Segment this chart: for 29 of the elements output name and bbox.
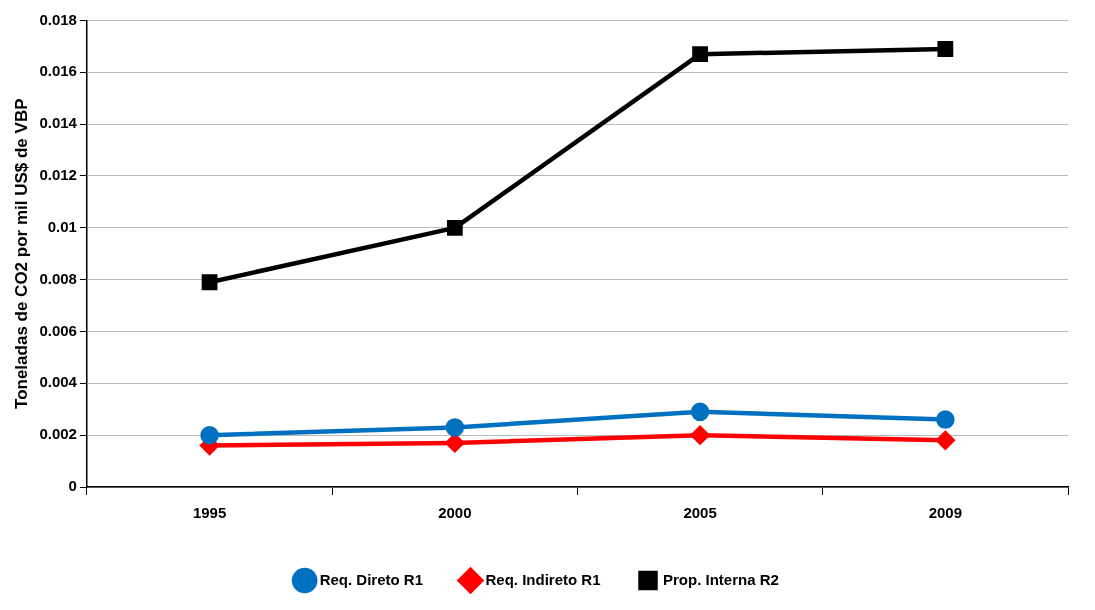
y-tick-label: 0.016	[39, 62, 77, 80]
y-tick-label: 0.008	[39, 269, 77, 287]
y-axis-title: Toneladas de CO2 por mil US$ de VBP	[11, 98, 31, 409]
y-tick-label: 0.004	[39, 373, 78, 391]
y-tick-label: 0.01	[47, 217, 77, 235]
y-tick-label: 0.002	[39, 425, 77, 443]
point	[201, 274, 218, 291]
point	[200, 425, 219, 445]
x-tick-label: 2000	[438, 504, 472, 522]
point	[446, 219, 463, 236]
legend-label: Req. Direto R1	[319, 570, 423, 588]
point	[690, 402, 710, 422]
y-tick-label: 0.018	[39, 10, 77, 28]
point	[936, 410, 955, 429]
point	[692, 46, 709, 63]
y-tick-label: 0.014	[39, 114, 78, 132]
point	[936, 431, 955, 450]
point	[445, 433, 465, 453]
x-tick-label: 2005	[683, 504, 717, 522]
legend-label: Prop. Interna R2	[663, 570, 779, 588]
y-tick-label: 0.012	[39, 166, 77, 184]
point	[690, 425, 710, 445]
point	[937, 41, 954, 57]
x-tick-label: 2009	[928, 504, 963, 522]
point	[445, 418, 465, 437]
x-tick-label: 1995	[192, 504, 227, 522]
legend-label: Req. Indireto R1	[485, 570, 601, 588]
y-tick-label: 0	[68, 477, 77, 495]
y-tick-label: 0.006	[39, 321, 77, 339]
